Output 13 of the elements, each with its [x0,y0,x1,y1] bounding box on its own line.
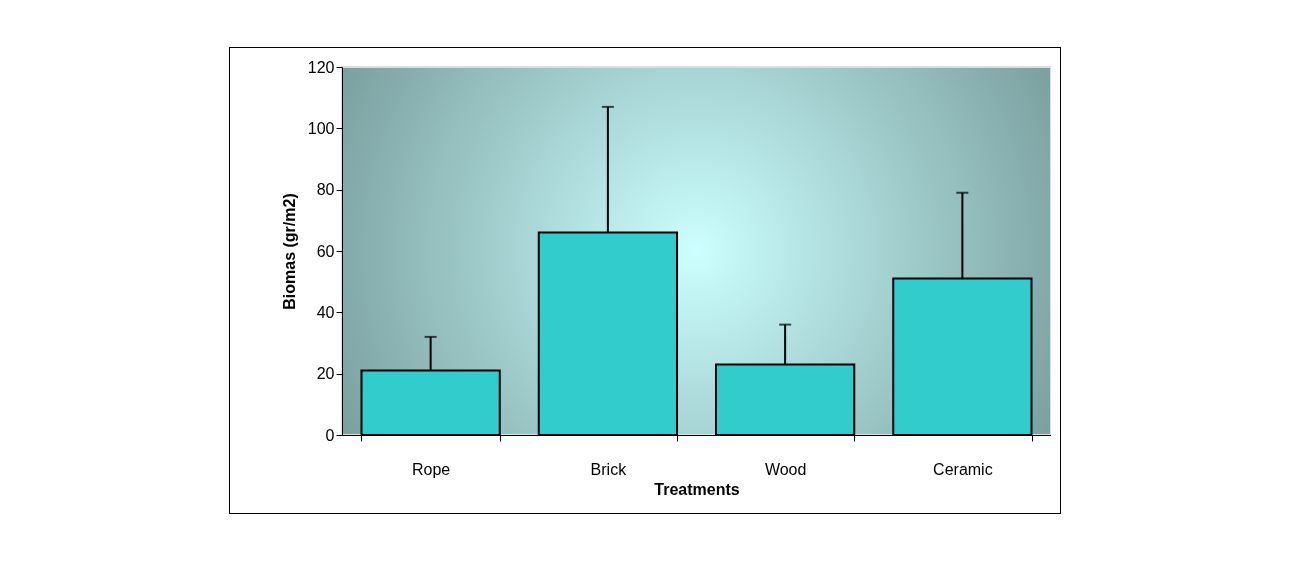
y-tick-label: 60 [316,242,335,260]
y-tick-label: 80 [316,181,335,199]
x-tick-label: Ceramic [933,460,993,478]
x-tick-label: Brick [590,460,628,478]
y-tick-label: 100 [307,119,335,137]
y-tick-label: 20 [316,365,335,383]
x-tick-label: Wood [764,460,807,478]
y-axis-title: Biomas (gr/m2) [280,193,298,310]
x-tick-label: Rope [412,460,451,478]
y-tick-label: 0 [325,426,335,444]
y-tick-label: 120 [307,58,335,76]
y-tick-label: 40 [316,303,335,321]
x-axis-title: Treatments [654,480,740,498]
